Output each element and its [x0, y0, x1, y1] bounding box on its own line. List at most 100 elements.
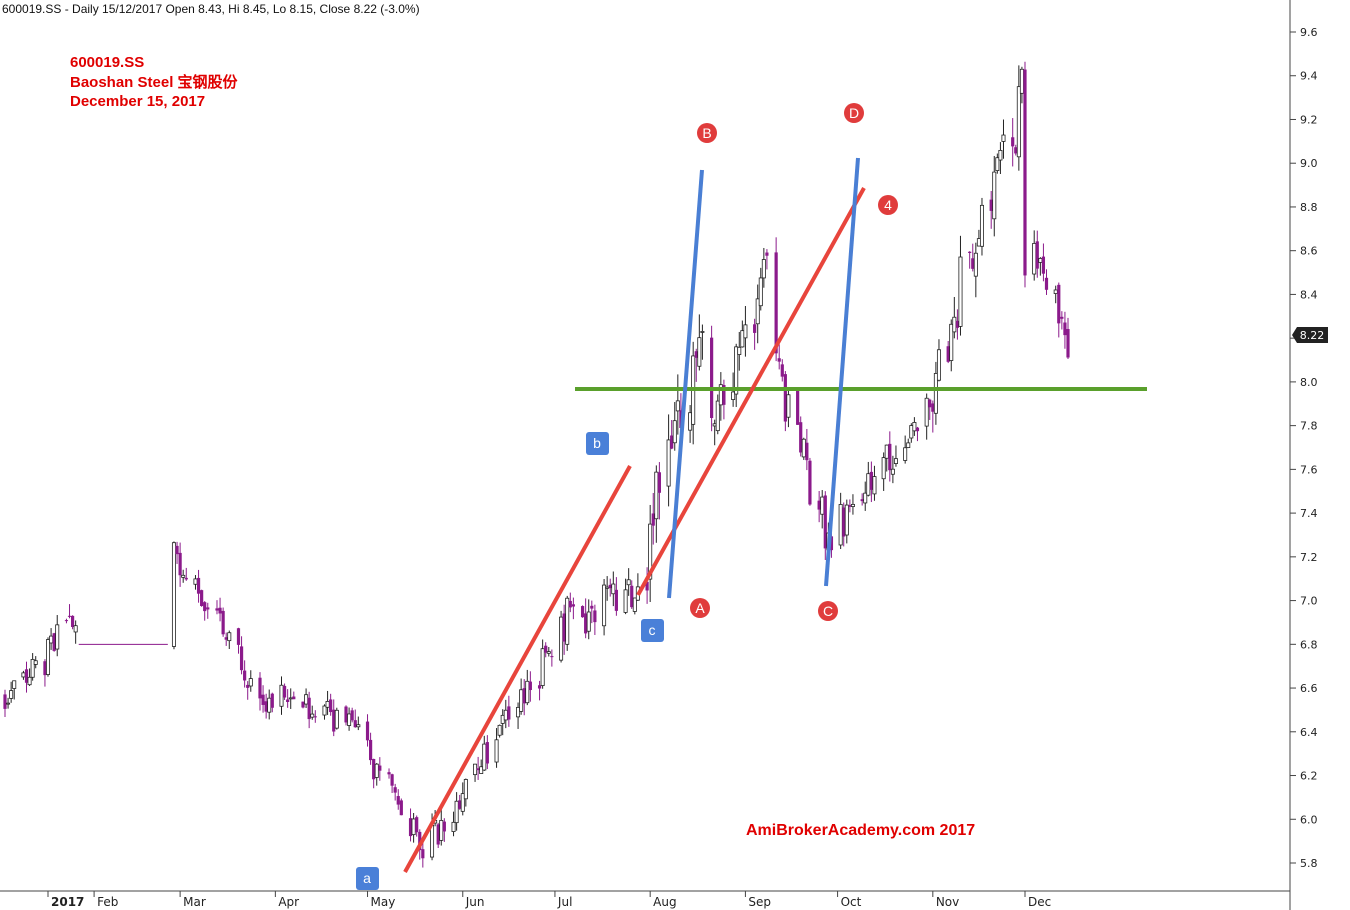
candle-body: [224, 637, 228, 640]
candle-body: [227, 632, 232, 642]
candle-body: [623, 589, 628, 613]
candle-body: [454, 800, 459, 824]
candle-body: [301, 701, 305, 708]
candle-body: [1053, 289, 1058, 294]
x-tick-label: Nov: [936, 895, 959, 909]
candle-body: [248, 678, 253, 687]
y-tick-label: 7.2: [1300, 551, 1318, 564]
candle-body: [958, 256, 963, 327]
candle-body: [196, 577, 201, 594]
candle-body: [350, 710, 354, 721]
candle-body: [968, 251, 972, 253]
candle-body: [387, 772, 391, 775]
candle-body: [411, 818, 416, 836]
candle-body: [52, 633, 56, 651]
candle-body: [374, 763, 379, 778]
candle-body: [670, 435, 674, 449]
candle-body: [1019, 68, 1024, 94]
candle-body: [258, 677, 262, 699]
candle-body: [313, 716, 317, 718]
candle-body: [372, 758, 376, 780]
candle-body: [236, 628, 241, 645]
candle-body: [528, 681, 532, 691]
candle-body: [817, 500, 821, 510]
candle-body: [731, 391, 736, 400]
y-tick-label: 6.6: [1300, 682, 1318, 695]
x-axis-ticks: 2017 Feb Mar Apr May Jun Jul Aug Sep Oct Nov Dec: [47, 891, 1051, 909]
candle-body: [614, 589, 618, 611]
box-marker-c-label: c: [649, 622, 656, 638]
candle-body: [497, 724, 502, 736]
candle-body: [1001, 134, 1006, 142]
candle-body: [393, 787, 397, 793]
candle-body: [288, 697, 293, 700]
candle-body: [70, 615, 75, 627]
candle-body: [1038, 258, 1043, 263]
marker-D: D: [844, 103, 864, 123]
candle-body: [279, 684, 284, 707]
candle-body: [808, 460, 812, 505]
candle-body: [648, 523, 653, 580]
candle-body: [672, 420, 677, 444]
candle-body: [697, 337, 702, 367]
candle-body: [516, 706, 521, 718]
candle-body: [482, 743, 487, 771]
candle-body: [396, 796, 400, 805]
y-tick-label: 8.6: [1300, 245, 1318, 258]
y-tick-label: 9.2: [1300, 113, 1318, 126]
candle-body: [334, 709, 339, 729]
candle-body: [710, 337, 714, 419]
candle-body: [353, 720, 357, 728]
x-tick-label: Sep: [748, 895, 771, 909]
candle-body: [700, 331, 705, 333]
marker-D-label: D: [849, 105, 859, 121]
candle-body: [626, 579, 631, 586]
company-label: Baoshan Steel 宝钢股份: [70, 73, 239, 91]
candle-body: [866, 473, 871, 496]
candle-body: [458, 800, 462, 809]
marker-4-label: 4: [884, 197, 892, 213]
box-marker-a: a: [356, 867, 379, 890]
candle-body: [171, 542, 176, 647]
candle-body: [928, 399, 932, 408]
candle-body: [780, 364, 784, 377]
candle-body: [906, 442, 911, 448]
candle-body: [992, 171, 997, 220]
candle-body: [755, 298, 760, 325]
candle-body: [1016, 86, 1021, 158]
candle-body: [178, 552, 182, 576]
candle-body: [1014, 147, 1018, 154]
candle-body: [325, 701, 330, 708]
candle-body: [304, 694, 309, 705]
candle-body: [888, 443, 892, 471]
candle-body: [998, 150, 1003, 161]
candle-body: [442, 821, 446, 832]
candle-body: [565, 597, 570, 645]
candle-body: [221, 610, 225, 635]
candle-body: [421, 849, 425, 859]
candle-body: [322, 705, 327, 716]
candle-body: [344, 706, 348, 723]
candle-body: [765, 252, 769, 256]
candle-body: [430, 824, 435, 858]
y-tick-label: 6.8: [1300, 638, 1318, 651]
blue-trendline-1: [667, 169, 704, 599]
candle-body: [675, 400, 680, 412]
candle-body: [694, 351, 698, 358]
candle-body: [979, 204, 984, 247]
candle-body: [329, 699, 333, 713]
candle-body: [365, 721, 370, 741]
candle-body: [734, 346, 739, 395]
candle-body: [842, 507, 846, 537]
candle-body: [973, 252, 978, 277]
candle-body: [193, 578, 198, 585]
candle-body: [544, 645, 548, 653]
candle-body: [356, 724, 361, 728]
candle-body: [55, 624, 60, 650]
candle-body: [931, 403, 935, 412]
candle-body: [955, 320, 959, 328]
candle-body: [654, 471, 659, 520]
candle-body: [261, 694, 265, 705]
